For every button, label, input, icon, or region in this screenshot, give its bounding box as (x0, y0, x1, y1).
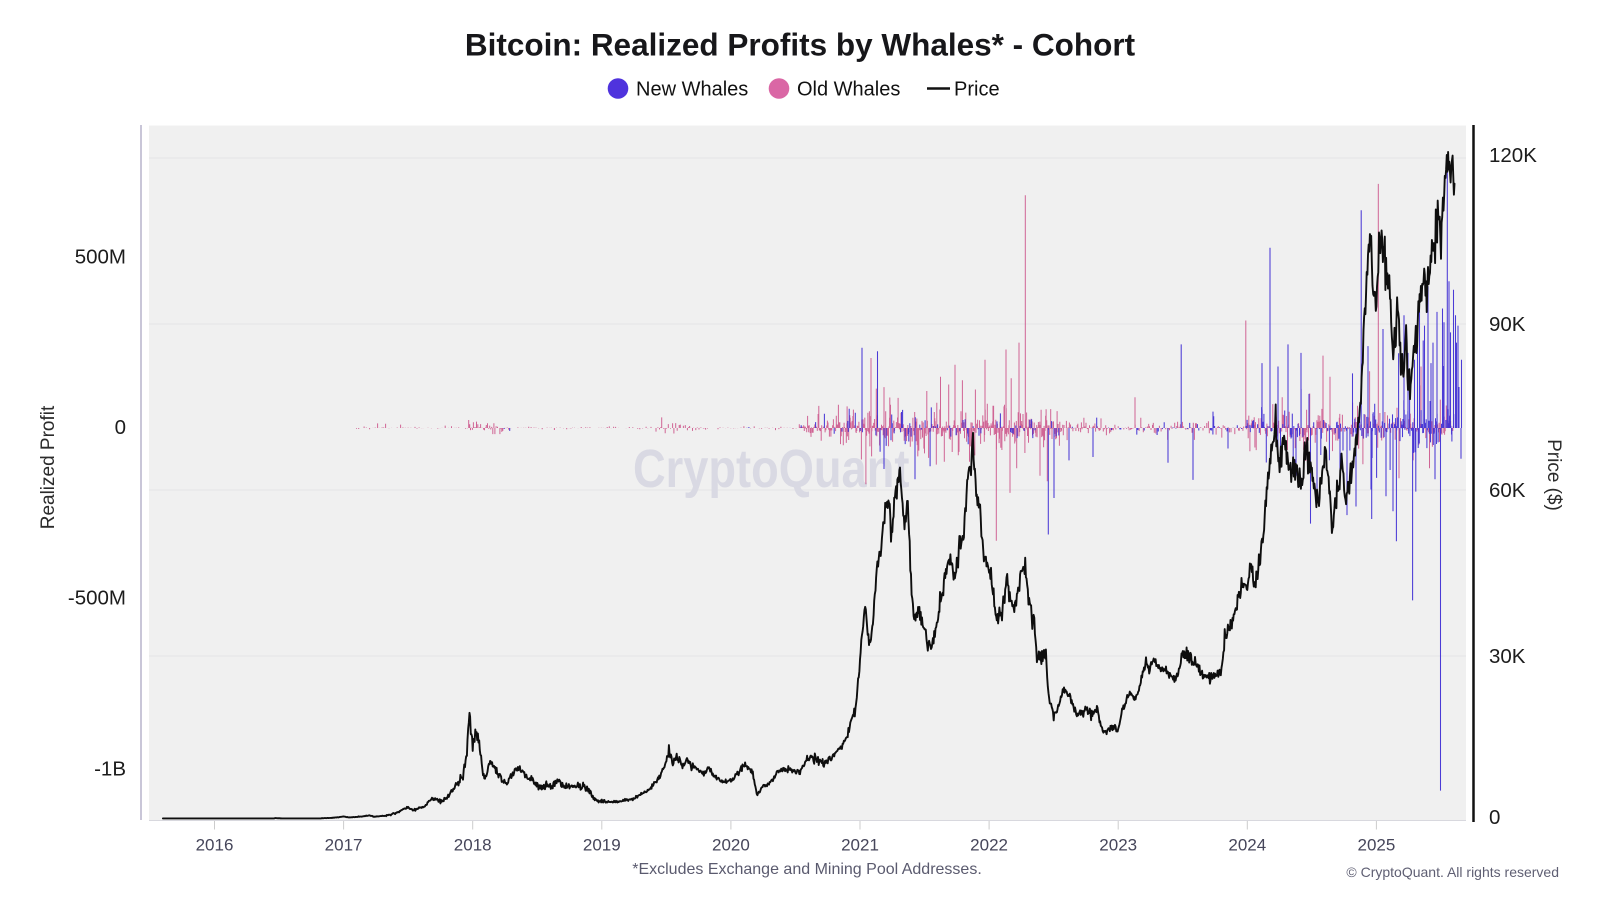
svg-text:2019: 2019 (583, 836, 621, 855)
svg-text:60K: 60K (1489, 479, 1526, 502)
svg-text:CryptoQuant: CryptoQuant (633, 438, 909, 499)
svg-text:90K: 90K (1489, 313, 1526, 336)
svg-text:2018: 2018 (454, 836, 492, 855)
svg-text:2020: 2020 (712, 836, 750, 855)
svg-text:Bitcoin: Realized Profits by W: Bitcoin: Realized Profits by Whales* - C… (465, 27, 1136, 63)
svg-text:Price: Price (954, 79, 1000, 101)
svg-text:2017: 2017 (325, 836, 363, 855)
svg-text:120K: 120K (1489, 144, 1537, 167)
svg-text:30K: 30K (1489, 645, 1526, 668)
svg-text:500M: 500M (75, 245, 126, 268)
svg-text:Realized Profit: Realized Profit (38, 405, 59, 529)
svg-text:2016: 2016 (196, 836, 234, 855)
svg-text:© CryptoQuant. All rights rese: © CryptoQuant. All rights reserved (1346, 864, 1559, 880)
svg-text:2022: 2022 (970, 836, 1008, 855)
svg-text:Price ($): Price ($) (1543, 439, 1564, 511)
svg-text:2024: 2024 (1228, 836, 1266, 855)
svg-text:Old Whales: Old Whales (797, 79, 900, 101)
svg-text:New Whales: New Whales (636, 79, 748, 101)
svg-text:2021: 2021 (841, 836, 879, 855)
svg-text:-1B: -1B (94, 757, 126, 780)
svg-text:2023: 2023 (1099, 836, 1137, 855)
svg-text:0: 0 (1489, 806, 1500, 829)
svg-text:0: 0 (115, 416, 126, 439)
svg-text:-500M: -500M (68, 587, 126, 610)
svg-text:*Excludes Exchange and Mining: *Excludes Exchange and Mining Pool Addre… (632, 861, 982, 878)
svg-text:2025: 2025 (1357, 836, 1395, 855)
